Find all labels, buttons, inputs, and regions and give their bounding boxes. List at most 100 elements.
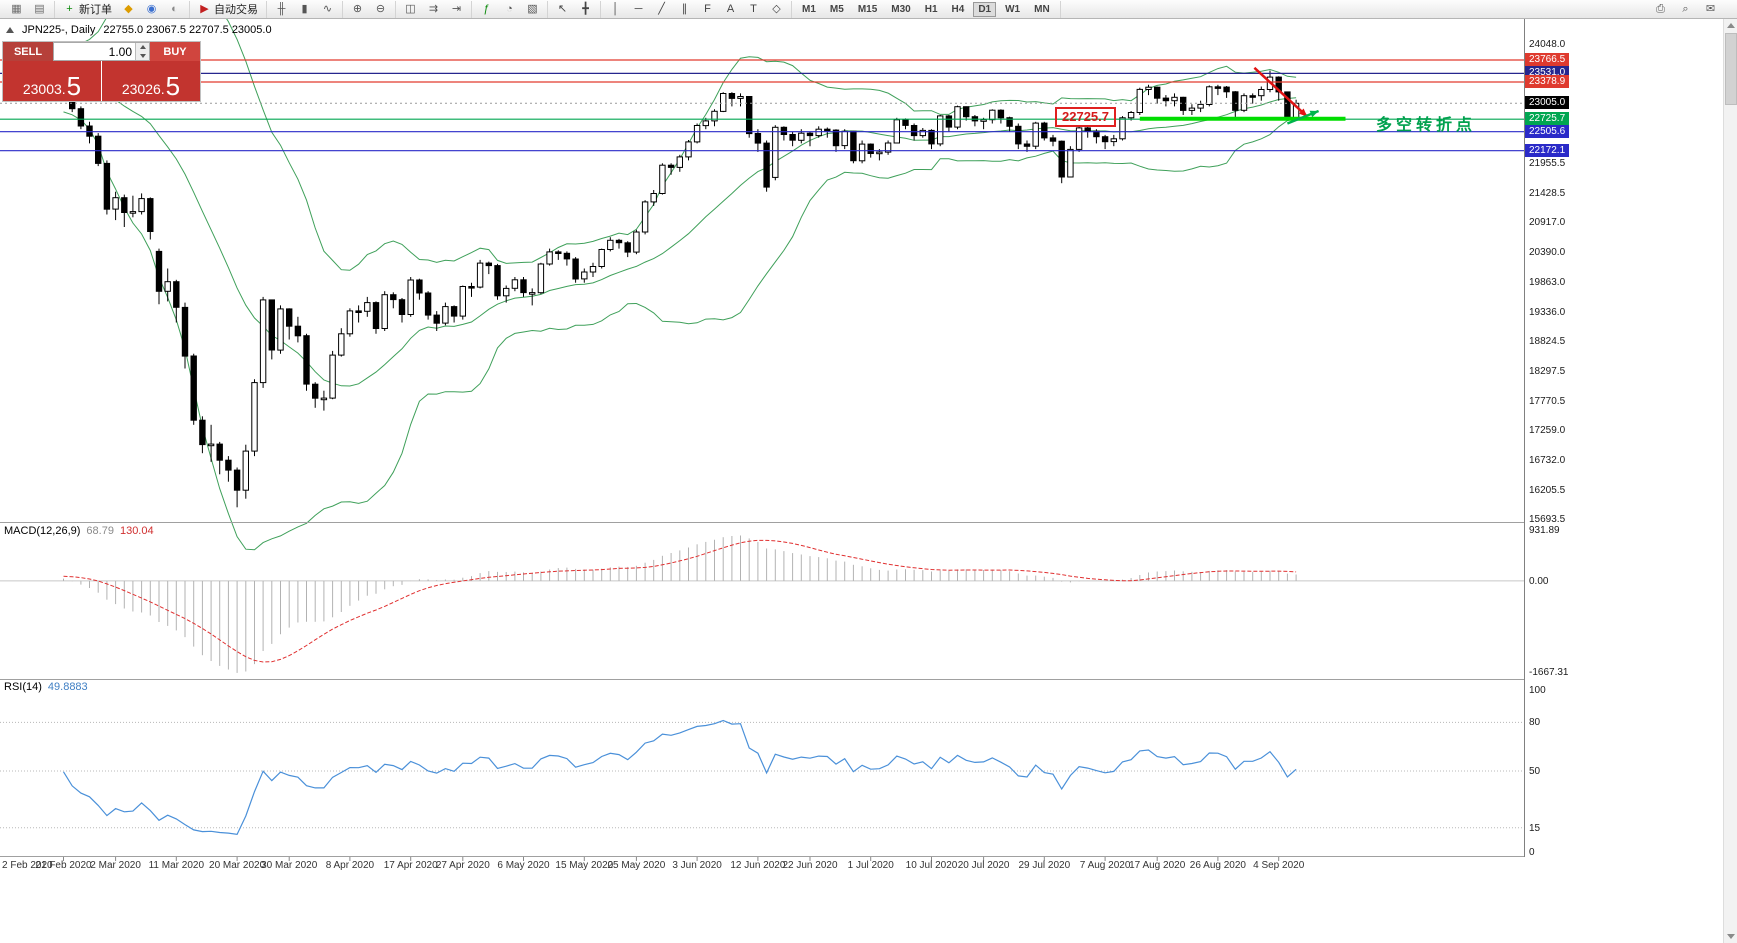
date-label: 12 Jun 2020: [730, 860, 786, 871]
chart-profiles-icon[interactable]: ▤: [29, 1, 50, 17]
tile-windows-icon: ◫: [405, 3, 416, 15]
candle: [546, 251, 553, 265]
price-tag[interactable]: 22725.7: [1055, 107, 1116, 127]
candle: [268, 299, 276, 351]
scrollbar-thumb[interactable]: [1725, 33, 1737, 105]
timeframe-mn[interactable]: MN: [1029, 2, 1055, 17]
timeframe-w1[interactable]: W1: [1000, 2, 1025, 17]
date-label: 17 Aug 2020: [1129, 860, 1186, 871]
candle: [598, 249, 605, 267]
alerts-icon[interactable]: ◆: [118, 1, 139, 17]
toolbar-group: ↖ ╋: [548, 0, 601, 18]
label-icon[interactable]: T: [743, 1, 764, 17]
periods-icon[interactable]: ◔: [499, 1, 520, 17]
candle: [702, 120, 709, 127]
rsi-axis-label: 15: [1529, 822, 1541, 834]
date-label: 10 Jul 2020: [905, 860, 958, 871]
price-axis-label: 17770.5: [1529, 395, 1566, 407]
candle: [1023, 143, 1031, 147]
timeframe-d1[interactable]: D1: [973, 1, 997, 17]
timeframe-m1[interactable]: M1: [797, 2, 821, 17]
candle: [815, 128, 822, 137]
chat-icon[interactable]: ✉: [1700, 1, 1721, 17]
line-chart-mode-icon[interactable]: ∿: [317, 1, 338, 17]
candlestick-mode-icon[interactable]: ▮: [294, 1, 315, 17]
shapes-icon[interactable]: ◇: [766, 1, 787, 17]
channel-icon[interactable]: ∥: [674, 1, 695, 17]
chart-profiles-icon: ▤: [34, 3, 45, 15]
sell-button[interactable]: SELL: [3, 42, 53, 61]
shapes-icon: ◇: [772, 3, 781, 15]
cursor-icon: ↖: [557, 3, 568, 15]
zoom-out-icon[interactable]: ⊖: [370, 1, 391, 17]
scroll-up-icon[interactable]: [1727, 23, 1735, 28]
new-chart-icon[interactable]: ▦: [6, 1, 27, 17]
text-icon[interactable]: A: [720, 1, 741, 17]
candle: [199, 419, 206, 446]
horizontal-line-icon[interactable]: ─: [628, 1, 649, 17]
buy-price[interactable]: 23026. 5: [102, 61, 200, 101]
timeframe-h4[interactable]: H4: [947, 2, 970, 17]
cursor-icon[interactable]: ↖: [552, 1, 573, 17]
print-icon[interactable]: ⎙: [1650, 1, 1671, 17]
timeframe-m5[interactable]: M5: [825, 2, 849, 17]
fibonacci-icon[interactable]: F: [697, 1, 718, 17]
vertical-scrollbar[interactable]: [1723, 19, 1737, 943]
candle: [737, 96, 744, 99]
autotrading-button[interactable]: ▶ 自动交易: [194, 1, 262, 17]
community-icon[interactable]: ◐: [164, 1, 185, 17]
zoom-in-icon[interactable]: ⊕: [347, 1, 368, 17]
down-trend-arrow[interactable]: [1253, 66, 1309, 118]
bar-chart-mode-icon[interactable]: ╫: [271, 1, 292, 17]
date-label: 25 May 2020: [607, 860, 666, 871]
chart-shift-icon[interactable]: ⇥: [446, 1, 467, 17]
candle: [867, 143, 874, 155]
candle: [1188, 107, 1196, 111]
candles-layer: [60, 70, 1300, 508]
volume-down-button[interactable]: [136, 51, 149, 60]
rsi-pane: [0, 719, 1524, 836]
timeframe-m15[interactable]: M15: [853, 2, 882, 17]
candle: [563, 252, 571, 260]
volume-spinner: [135, 43, 149, 60]
indicators-icon[interactable]: ƒ: [476, 1, 497, 17]
trendline-icon[interactable]: ╱: [651, 1, 672, 17]
volume-up-button[interactable]: [136, 43, 149, 52]
crosshair-icon[interactable]: ╋: [575, 1, 596, 17]
auto-scroll-icon: ⇉: [428, 3, 439, 15]
candle: [485, 262, 493, 267]
candle: [832, 129, 840, 147]
candle: [1206, 86, 1213, 106]
volume-input[interactable]: [54, 43, 135, 60]
turning-point-annotation[interactable]: 多空转折点: [1376, 117, 1477, 134]
market-watch-icon[interactable]: ◉: [141, 1, 162, 17]
one-click-trading-panel: SELL BUY 23003. 5 23026. 5: [2, 41, 201, 102]
date-label: 20 Mar 2020: [209, 860, 266, 871]
templates-icon[interactable]: ▧: [522, 1, 543, 17]
panel-collapse-icon[interactable]: [6, 27, 14, 33]
scroll-down-icon[interactable]: [1727, 934, 1735, 939]
candle: [207, 443, 215, 447]
auto-scroll-icon[interactable]: ⇉: [423, 1, 444, 17]
search-icon[interactable]: ⌕: [1675, 1, 1696, 17]
price-axis-label: 17259.0: [1529, 425, 1566, 436]
candle: [728, 93, 736, 99]
buy-button[interactable]: BUY: [150, 42, 200, 61]
price-axis-label: 15693.5: [1529, 514, 1566, 525]
candle: [780, 126, 788, 136]
candle: [450, 306, 458, 317]
candle: [615, 239, 623, 244]
bollinger-line: [63, 0, 1297, 271]
candle: [954, 106, 961, 128]
new-order-button[interactable]: + 新订单: [59, 1, 116, 17]
candle: [286, 308, 293, 327]
timeframe-h1[interactable]: H1: [920, 2, 943, 17]
price-line-label: 23766.5: [1525, 53, 1570, 66]
candle: [919, 129, 926, 137]
vertical-line-icon[interactable]: │: [605, 1, 626, 17]
sell-price[interactable]: 23003. 5: [3, 61, 101, 101]
tile-windows-icon[interactable]: ◫: [400, 1, 421, 17]
candle: [676, 156, 683, 168]
timeframe-m30[interactable]: M30: [886, 2, 915, 17]
